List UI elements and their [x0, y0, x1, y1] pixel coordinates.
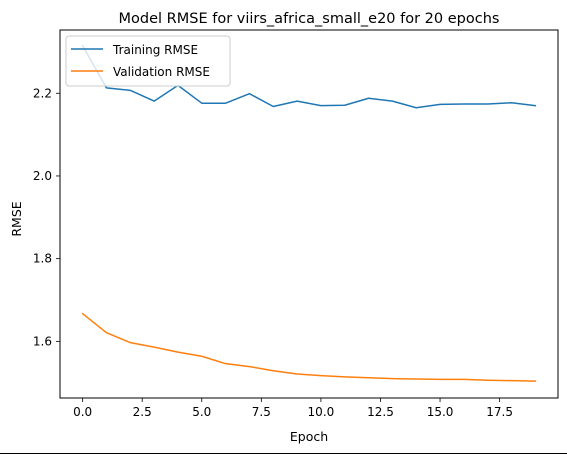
x-tick-label: 2.5: [133, 405, 152, 419]
training-rmse-line: [81, 44, 537, 109]
y-tick-label: 2.0: [33, 169, 52, 183]
legend-box: [65, 35, 231, 87]
validation-rmse-line: [81, 312, 537, 382]
series-layer: [81, 44, 537, 382]
x-tick-label: 7.5: [252, 405, 271, 419]
bottom-rule: [0, 453, 567, 454]
y-tick-label: 1.8: [33, 252, 52, 266]
legend-label-training: Training RMSE: [112, 43, 198, 57]
y-tick-label: 2.2: [33, 86, 52, 100]
legend: Training RMSE Validation RMSE: [65, 35, 231, 87]
y-axis-label: RMSE: [9, 201, 24, 236]
x-axis-label: Epoch: [290, 429, 328, 444]
y-axis-ticks: 1.6 1.8 2.0 2.2: [33, 86, 60, 348]
x-tick-label: 12.5: [367, 405, 394, 419]
x-tick-label: 17.5: [486, 405, 513, 419]
chart-title: Model RMSE for viirs_africa_small_e20 fo…: [119, 11, 500, 27]
y-tick-label: 1.6: [33, 334, 52, 348]
x-tick-label: 0.0: [73, 405, 92, 419]
x-axis-ticks: 0.0 2.5 5.0 7.5 10.0 12.5 15.0 17.5: [73, 398, 513, 419]
legend-label-validation: Validation RMSE: [113, 65, 210, 79]
x-tick-label: 10.0: [308, 405, 335, 419]
x-tick-label: 15.0: [427, 405, 454, 419]
x-tick-label: 5.0: [192, 405, 211, 419]
axes-frame: [59, 29, 559, 399]
